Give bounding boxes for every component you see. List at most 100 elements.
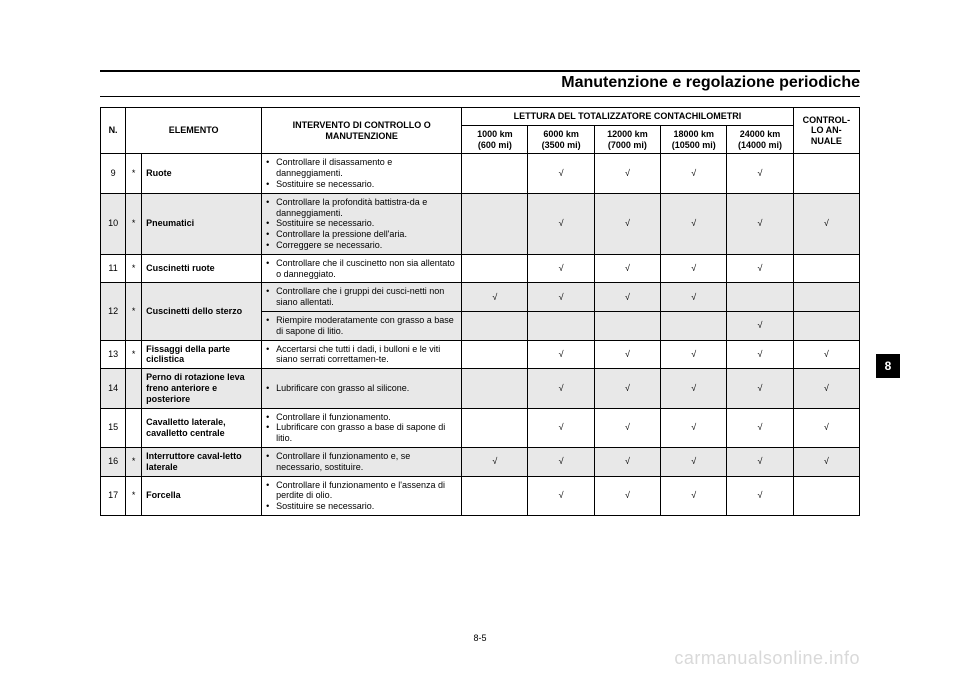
cell-km-3: √ [661, 447, 727, 476]
table-row: 12*Cuscinetti dello sterzoControllare ch… [101, 283, 860, 312]
cell-n: 17 [101, 476, 126, 515]
cell-n: 9 [101, 154, 126, 193]
watermark: carmanualsonline.info [674, 648, 860, 669]
cell-km-2: √ [594, 340, 660, 369]
intervention-item: Controllare il funzionamento. [276, 412, 457, 423]
cell-intervento: Controllare la profondità battistra-da e… [262, 193, 462, 254]
intervention-item: Controllare la pressione dell'aria. [276, 229, 457, 240]
table-row: 11*Cuscinetti ruoteControllare che il cu… [101, 254, 860, 283]
cell-annual: √ [793, 193, 859, 254]
cell-intervento: Controllare il funzionamento e l'assenza… [262, 476, 462, 515]
cell-annual: √ [793, 408, 859, 447]
cell-n: 16 [101, 447, 126, 476]
header-n: N. [101, 108, 126, 154]
cell-star: * [126, 447, 142, 476]
cell-km-0 [462, 340, 528, 369]
table-row: 9*Ruote Controllare il disassamento e dan… [101, 154, 860, 193]
intervention-item: Controllare che i gruppi dei cusci-netti… [276, 286, 457, 308]
cell-elemento: Fissaggi della parte ciclistica [142, 340, 262, 369]
cell-intervento: Controllare il funzionamento.Lubrificare… [262, 408, 462, 447]
cell-km-0 [462, 311, 528, 340]
intervention-item: Sostituire se necessario. [276, 218, 457, 229]
cell-km-2: √ [594, 154, 660, 193]
cell-star: * [126, 154, 142, 193]
cell-elemento: Interruttore caval-letto laterale [142, 447, 262, 476]
cell-n: 14 [101, 369, 126, 408]
cell-intervento: Lubrificare con grasso al silicone. [262, 369, 462, 408]
intervention-item: Controllare il funzionamento e l'assenza… [276, 480, 457, 502]
header-km-3: 18000 km(10500 mi) [661, 125, 727, 154]
cell-km-4: √ [727, 447, 793, 476]
cell-km-3: √ [661, 340, 727, 369]
cell-km-1: √ [528, 340, 594, 369]
cell-intervento: Controllare il funzionamento e, se neces… [262, 447, 462, 476]
cell-km-4 [727, 283, 793, 312]
cell-km-4: √ [727, 476, 793, 515]
cell-km-3: √ [661, 154, 727, 193]
cell-intervento: Controllare che il cuscinetto non sia al… [262, 254, 462, 283]
cell-star: * [126, 193, 142, 254]
cell-km-2: √ [594, 447, 660, 476]
cell-annual: √ [793, 447, 859, 476]
cell-intervento: Controllare che i gruppi dei cusci-netti… [262, 283, 462, 312]
cell-elemento: Perno di rotazione leva freno anteriore … [142, 369, 262, 408]
cell-km-0 [462, 408, 528, 447]
table-row: 14 Perno di rotazione leva freno anterior… [101, 369, 860, 408]
header-intervento: INTERVENTO DI CONTROLLO O MANUTENZIONE [262, 108, 462, 154]
cell-km-1: √ [528, 283, 594, 312]
page: Manutenzione e regolazione periodiche N.… [0, 0, 960, 679]
header-annuale: CONTROL-LO AN-NUALE [793, 108, 859, 154]
cell-km-2: √ [594, 254, 660, 283]
cell-km-4: √ [727, 311, 793, 340]
cell-km-3: √ [661, 193, 727, 254]
cell-elemento: Ruote [142, 154, 262, 193]
page-footer: 8-5 [0, 633, 960, 643]
title-divider: Manutenzione e regolazione periodiche [100, 70, 860, 97]
cell-km-1: √ [528, 254, 594, 283]
table-row: 17*ForcellaControllare il funzionamento … [101, 476, 860, 515]
cell-star [126, 369, 142, 408]
cell-annual [793, 311, 859, 340]
cell-km-4: √ [727, 369, 793, 408]
cell-km-0: √ [462, 283, 528, 312]
intervention-item: Sostituire se necessario. [276, 179, 457, 190]
table-row: 15Cavalletto laterale, cavalletto centra… [101, 408, 860, 447]
cell-star [126, 408, 142, 447]
intervention-item: Riempire moderatamente con grasso a base… [276, 315, 457, 337]
cell-km-3: √ [661, 254, 727, 283]
cell-km-2: √ [594, 369, 660, 408]
cell-star: * [126, 340, 142, 369]
cell-n: 10 [101, 193, 126, 254]
cell-km-3: √ [661, 476, 727, 515]
intervention-item: Controllare il disassamento e danneggiam… [276, 157, 457, 179]
maintenance-table: N. ELEMENTO INTERVENTO DI CONTROLLO O MA… [100, 107, 860, 516]
cell-n: 15 [101, 408, 126, 447]
intervention-item: Controllare la profondità battistra-da e… [276, 197, 457, 219]
cell-star: * [126, 283, 142, 340]
cell-km-1: √ [528, 193, 594, 254]
intervention-item: Lubrificare con grasso a base di sapone … [276, 422, 457, 444]
cell-km-0 [462, 476, 528, 515]
header-elemento: ELEMENTO [126, 108, 262, 154]
cell-km-3: √ [661, 369, 727, 408]
cell-n: 12 [101, 283, 126, 340]
cell-annual [793, 476, 859, 515]
header-km-1: 6000 km(3500 mi) [528, 125, 594, 154]
cell-elemento: Pneumatici [142, 193, 262, 254]
cell-km-2: √ [594, 476, 660, 515]
cell-elemento: Cuscinetti dello sterzo [142, 283, 262, 340]
cell-km-1: √ [528, 476, 594, 515]
header-km-2: 12000 km(7000 mi) [594, 125, 660, 154]
cell-km-2 [594, 311, 660, 340]
cell-elemento: Forcella [142, 476, 262, 515]
cell-km-1: √ [528, 447, 594, 476]
cell-km-3: √ [661, 283, 727, 312]
cell-km-2: √ [594, 193, 660, 254]
cell-n: 11 [101, 254, 126, 283]
cell-intervento: Accertarsi che tutti i dadi, i bulloni e… [262, 340, 462, 369]
section-tab: 8 [876, 354, 900, 378]
cell-km-4: √ [727, 340, 793, 369]
cell-km-4: √ [727, 254, 793, 283]
cell-km-1: √ [528, 369, 594, 408]
cell-star: * [126, 254, 142, 283]
